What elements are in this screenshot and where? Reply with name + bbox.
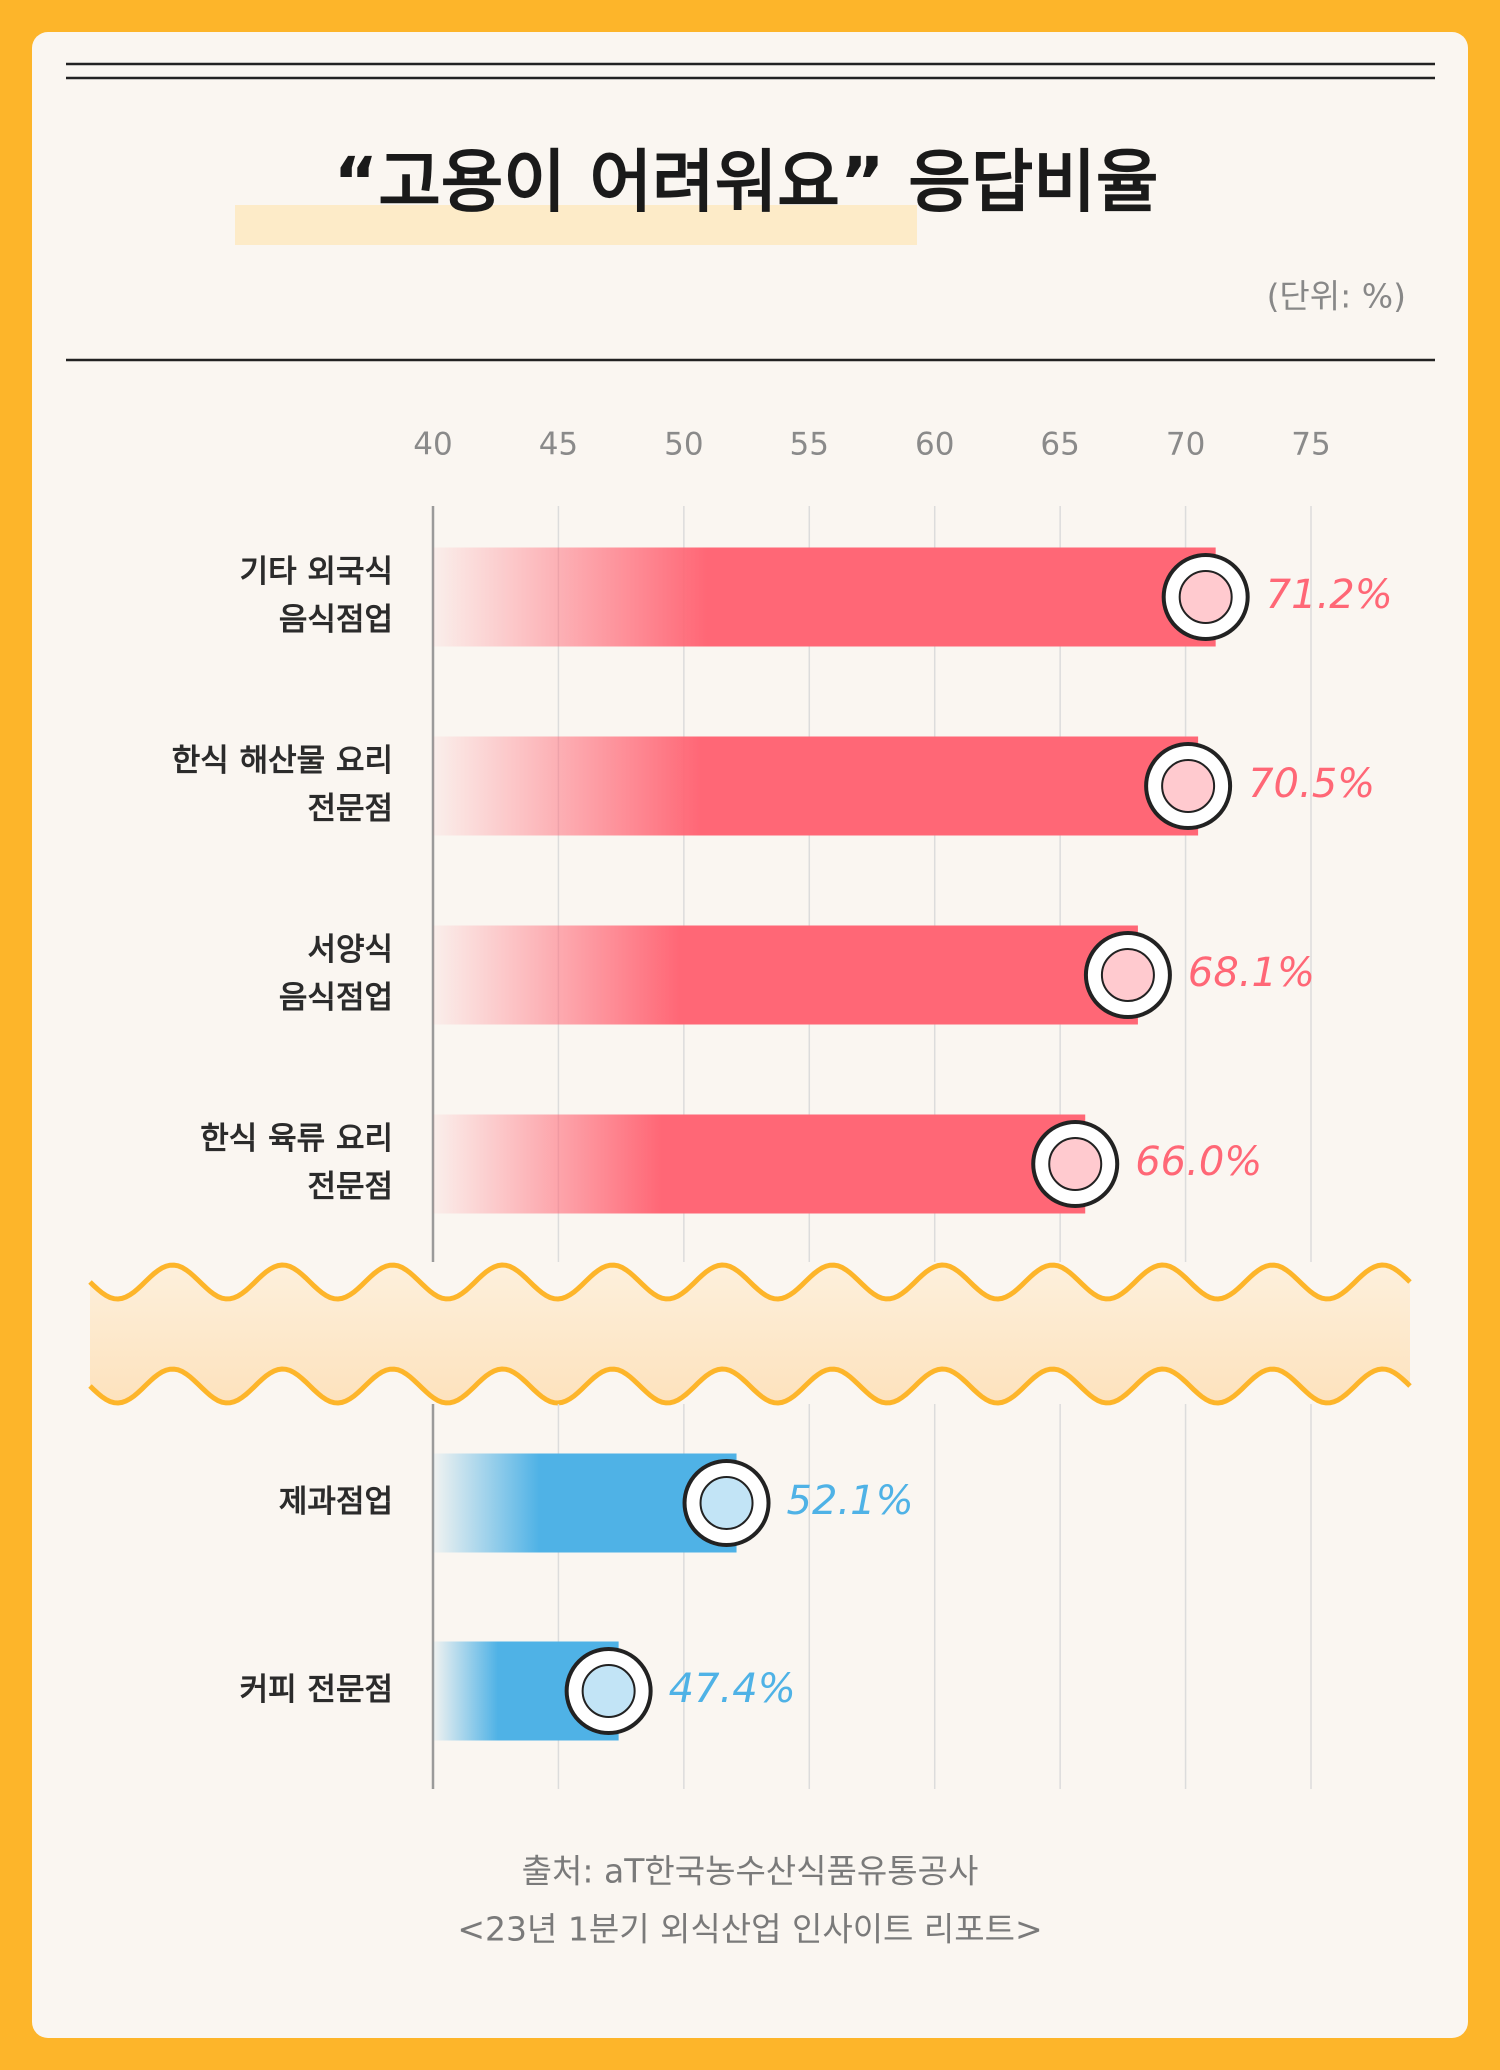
x-tick-label: 65 xyxy=(1040,427,1079,463)
label-line: 기타 외국식 xyxy=(240,554,393,590)
icon xyxy=(699,1476,754,1530)
icon xyxy=(581,1664,636,1718)
x-tick-label: 45 xyxy=(539,427,578,463)
chart-title: “고용이 어려워요” 응답비율 xyxy=(334,144,1159,223)
card xyxy=(32,32,1468,2038)
label-line: 한식 육류 요리 xyxy=(200,1121,393,1157)
break-band xyxy=(90,1265,1410,1403)
y-tick-label: 제과점업 xyxy=(279,1484,393,1520)
break-wave xyxy=(88,1262,1412,1302)
bar xyxy=(433,925,1138,1025)
x-tick-label: 60 xyxy=(915,427,954,463)
label-line: 서양식 xyxy=(307,932,393,968)
value-label: 70.5% xyxy=(1248,761,1375,807)
label-line: 커피 전문점 xyxy=(240,1672,393,1708)
value-label: 68.1% xyxy=(1188,950,1315,996)
label-line: 한식 해산물 요리 xyxy=(172,743,393,779)
x-tick-label: 40 xyxy=(413,427,452,463)
icon xyxy=(1144,742,1233,830)
icon xyxy=(682,1459,771,1547)
icon xyxy=(564,1647,653,1735)
value-label: 71.2% xyxy=(1266,572,1393,618)
x-tick-label: 55 xyxy=(790,427,829,463)
unit-label: (단위: %) xyxy=(1267,277,1406,316)
bar xyxy=(433,547,1216,647)
bar xyxy=(433,736,1199,836)
icon xyxy=(1083,931,1172,1019)
title-highlight xyxy=(235,205,917,245)
icon xyxy=(1048,1137,1103,1191)
value-label: 47.4% xyxy=(669,1666,796,1712)
label-line: 음식점업 xyxy=(279,602,393,638)
x-tick-label: 70 xyxy=(1166,427,1205,463)
label-line: 전문점 xyxy=(307,791,393,827)
x-tick-label: 50 xyxy=(664,427,703,463)
icon xyxy=(1031,1120,1120,1208)
icon xyxy=(1161,759,1216,813)
value-label: 52.1% xyxy=(787,1478,914,1524)
icon xyxy=(1161,553,1250,641)
break-wave xyxy=(88,1366,1412,1406)
x-tick-label: 75 xyxy=(1291,427,1330,463)
icon xyxy=(1178,570,1233,624)
label-line: 제과점업 xyxy=(279,1484,393,1520)
bar xyxy=(433,1114,1086,1214)
label-line: 음식점업 xyxy=(279,980,393,1016)
y-tick-label: 커피 전문점 xyxy=(240,1672,393,1708)
label-line: 전문점 xyxy=(307,1169,393,1205)
source: 출처: aT한국농수산식품유통공사 xyxy=(522,1852,979,1891)
value-label: 66.0% xyxy=(1135,1139,1262,1185)
source: <23년 1분기 외식산업 인사이트 리포트> xyxy=(457,1910,1042,1949)
icon xyxy=(1100,948,1155,1002)
